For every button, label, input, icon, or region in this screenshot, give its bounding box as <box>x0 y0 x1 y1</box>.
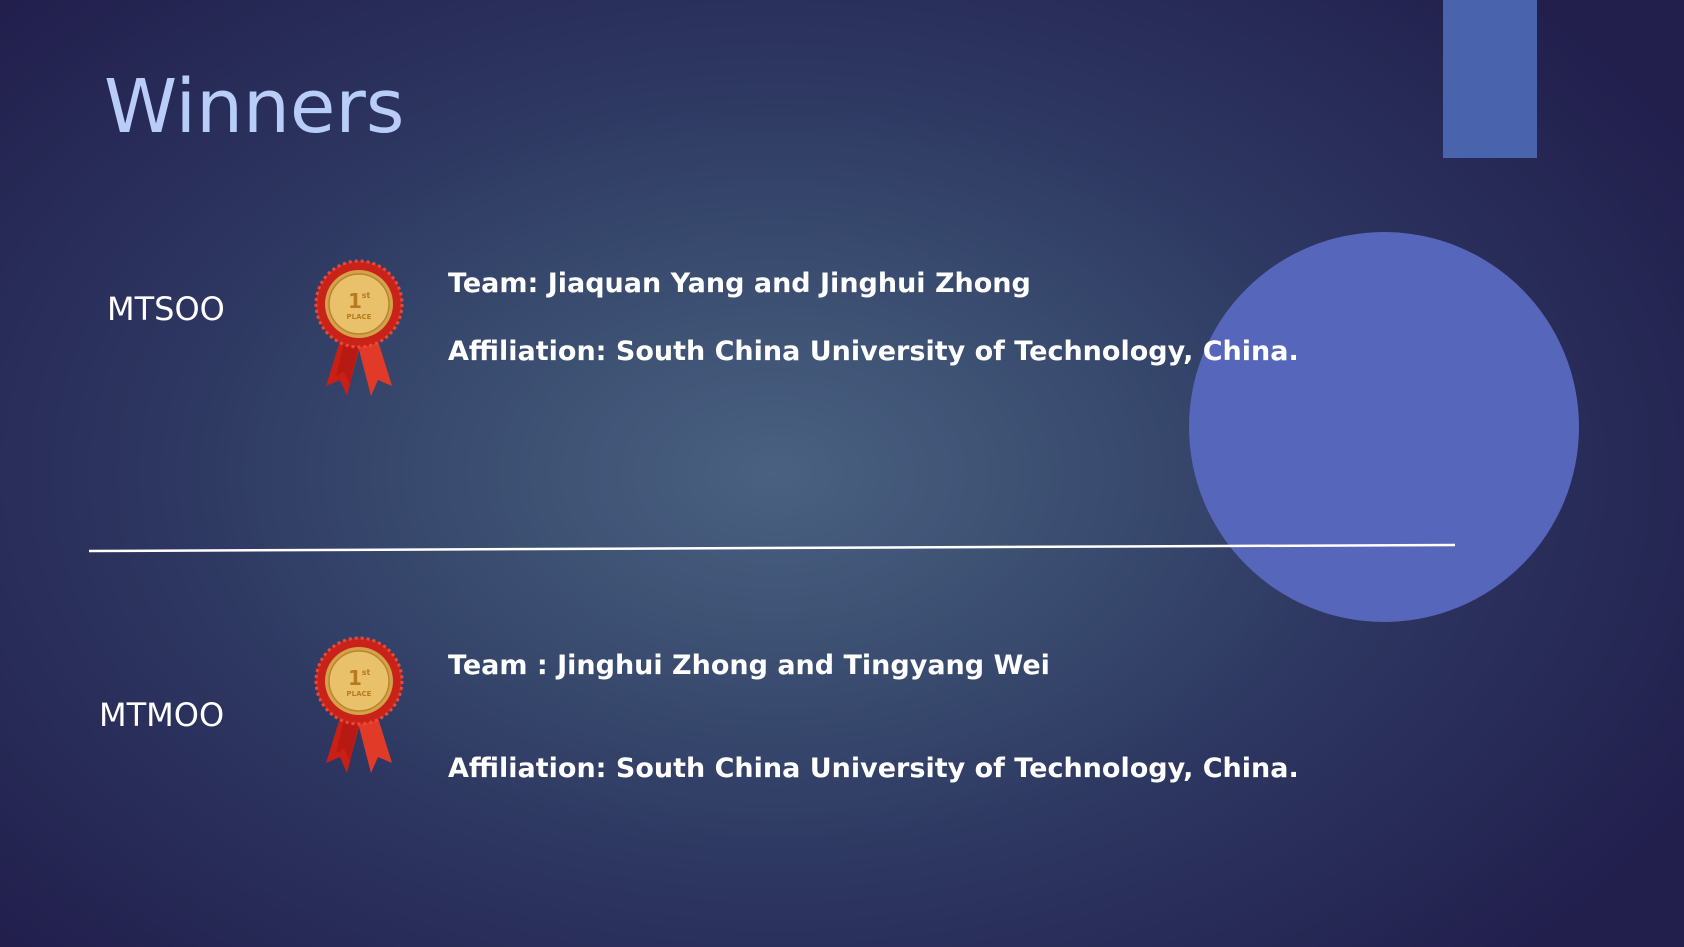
team-text: Team : Jinghui Zhong and Tingyang Wei <box>448 650 1050 681</box>
svg-text:1: 1 <box>348 289 362 313</box>
category-label-mtsoo: MTSOO <box>107 290 225 328</box>
decorative-circle <box>1189 232 1579 622</box>
affiliation-text: Affiliation: South China University of T… <box>448 753 1299 784</box>
accent-bar <box>1443 0 1537 158</box>
svg-text:PLACE: PLACE <box>347 313 372 321</box>
page-title: Winners <box>104 64 405 150</box>
first-place-ribbon-icon: 1 st PLACE <box>314 636 404 773</box>
team-text: Team: Jiaquan Yang and Jinghui Zhong <box>448 268 1031 299</box>
affiliation-text: Affiliation: South China University of T… <box>448 336 1299 367</box>
svg-text:1: 1 <box>348 666 362 690</box>
svg-text:st: st <box>362 668 371 677</box>
first-place-ribbon-icon: 1 st PLACE <box>314 259 404 396</box>
category-label-mtmoo: MTMOO <box>99 696 225 734</box>
svg-text:PLACE: PLACE <box>347 690 372 698</box>
svg-text:st: st <box>362 291 371 300</box>
